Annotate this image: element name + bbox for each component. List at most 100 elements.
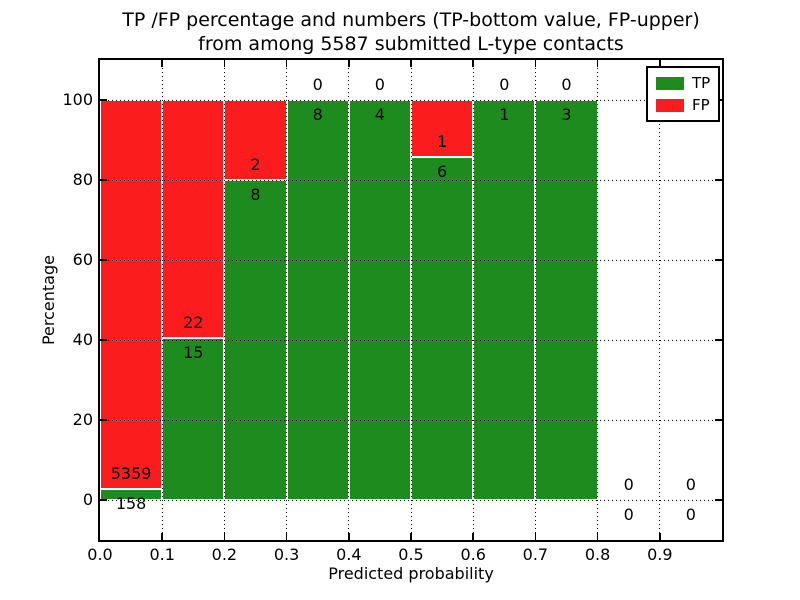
x-tick-mark — [348, 60, 350, 67]
x-tick-label: 0.8 — [584, 545, 611, 564]
vertical-gridline — [659, 60, 661, 540]
x-tick-label: 0.6 — [460, 545, 486, 564]
x-tick-mark — [223, 533, 226, 540]
fp-bar-segment — [411, 100, 474, 158]
x-tick-label: 0.5 — [398, 545, 424, 564]
tp-count-label: 0 — [623, 505, 634, 524]
chart-title-line2: from among 5587 submitted L-type contact… — [198, 33, 624, 55]
fp-count-label: 1 — [437, 132, 448, 152]
x-tick-label: 0.1 — [149, 545, 175, 564]
tp-bar-segment — [162, 337, 225, 500]
tp-count-label: 8 — [312, 105, 323, 124]
x-tick-mark — [223, 60, 226, 67]
fp-count-label: 2 — [250, 155, 261, 174]
fp-count-label: 0 — [374, 75, 385, 94]
tp-count-label: 158 — [115, 493, 147, 513]
tp-count-label: 0 — [685, 505, 696, 524]
tp-bar-segment — [473, 100, 536, 500]
fp-count-label: 0 — [561, 75, 572, 94]
vertical-gridline — [223, 60, 225, 540]
x-tick-mark — [348, 533, 350, 540]
vertical-gridline — [597, 60, 599, 540]
horizontal-gridline — [100, 499, 722, 501]
tp-count-label: 4 — [374, 105, 385, 124]
vertical-gridline — [534, 60, 536, 540]
fp-count-label: 0 — [623, 475, 634, 494]
y-tick-mark — [100, 339, 107, 341]
x-tick-mark — [534, 60, 537, 67]
x-tick-label: 0.7 — [522, 545, 549, 564]
x-tick-mark — [534, 533, 537, 540]
x-tick-label: 0.2 — [211, 545, 238, 564]
y-tick-label: 0 — [82, 490, 93, 509]
fp-count-label: 0 — [312, 75, 323, 94]
horizontal-gridline — [100, 339, 722, 341]
x-tick-label: 0.9 — [647, 545, 673, 564]
x-tick-label: 0.3 — [273, 545, 300, 564]
fp-bar-segment — [162, 100, 225, 338]
vertical-gridline — [348, 60, 350, 540]
tp-bar-segment — [411, 157, 474, 500]
y-tick-label: 80 — [72, 170, 93, 189]
x-tick-mark — [410, 533, 412, 540]
vertical-gridline — [410, 60, 412, 540]
fp-count-label: 0 — [685, 475, 696, 494]
x-axis-label: Predicted probability — [328, 564, 494, 583]
tp-count-label: 8 — [250, 185, 261, 204]
horizontal-gridline — [100, 179, 722, 181]
legend-entry: FP — [656, 94, 710, 116]
x-tick-mark — [472, 533, 474, 540]
y-tick-mark — [715, 339, 722, 341]
y-tick-label: 100 — [62, 90, 93, 109]
x-tick-mark — [472, 60, 474, 67]
y-tick-mark — [100, 419, 107, 421]
x-tick-mark — [659, 533, 661, 540]
y-tick-mark — [100, 179, 107, 181]
y-tick-mark — [100, 99, 107, 101]
y-tick-mark — [715, 499, 722, 501]
plot-area: 5359 158 22 15 2 8 0 8 0 4 1 6 0 1 0 3 0 0 0 0 — [100, 60, 722, 540]
vertical-gridline — [161, 60, 163, 540]
legend-entry-label: FP — [692, 96, 710, 114]
y-tick-mark — [100, 259, 107, 261]
x-tick-mark — [410, 60, 412, 67]
tp-bar-segment — [348, 100, 411, 500]
fp-count-label: 22 — [183, 312, 204, 332]
y-tick-mark — [715, 419, 722, 421]
x-tick-mark — [285, 60, 288, 67]
x-tick-mark — [596, 60, 599, 67]
tp-bar-segment — [535, 100, 598, 500]
x-tick-label: 0.4 — [336, 545, 362, 564]
vertical-gridline — [286, 60, 288, 540]
tp-count-label: 15 — [183, 342, 204, 362]
y-tick-mark — [715, 179, 722, 181]
tp-count-label: 6 — [437, 162, 448, 182]
x-tick-label: 0.0 — [87, 545, 113, 564]
tp-bar-segment — [100, 488, 163, 500]
fp-legend-swatch — [656, 98, 684, 112]
y-tick-mark — [100, 499, 107, 501]
tp-bar-segment — [286, 100, 349, 500]
x-tick-mark — [596, 533, 599, 540]
fp-bar-segment — [100, 100, 163, 489]
tp-legend-swatch — [656, 76, 684, 90]
fp-count-label: 5359 — [110, 463, 152, 483]
horizontal-gridline — [100, 99, 722, 101]
horizontal-gridline — [100, 419, 722, 421]
y-tick-mark — [715, 259, 722, 261]
tp-count-label: 1 — [499, 105, 510, 124]
fp-bar-segment — [224, 100, 287, 180]
horizontal-gridline — [100, 259, 722, 261]
y-tick-label: 20 — [72, 410, 93, 429]
fp-count-label: 0 — [499, 75, 510, 94]
legend-entry: TP — [656, 72, 710, 94]
legend-box: TP FP — [646, 66, 721, 122]
x-tick-mark — [161, 60, 163, 67]
x-tick-mark — [285, 533, 288, 540]
tp-count-label: 3 — [561, 105, 572, 124]
x-tick-mark — [161, 533, 163, 540]
y-tick-label: 40 — [72, 330, 93, 349]
legend-entry-label: TP — [692, 74, 711, 92]
vertical-gridline — [472, 60, 474, 540]
